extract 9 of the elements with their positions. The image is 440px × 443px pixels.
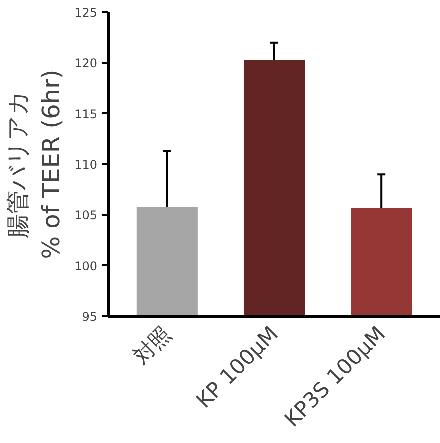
y-axis-title: 腸管バリアカ % of TEER (6hr) <box>4 70 66 260</box>
y-tick-label: 105 <box>74 208 98 223</box>
y-tick-label: 95 <box>82 310 98 324</box>
y-tick-label: 120 <box>74 56 98 71</box>
y-tick-label: 125 <box>74 6 98 20</box>
y-tick-label: 115 <box>74 107 98 122</box>
y-tick-label: 100 <box>74 259 98 274</box>
x-tick-label: 対照 <box>129 322 176 369</box>
y-tick-label: 110 <box>74 158 98 172</box>
